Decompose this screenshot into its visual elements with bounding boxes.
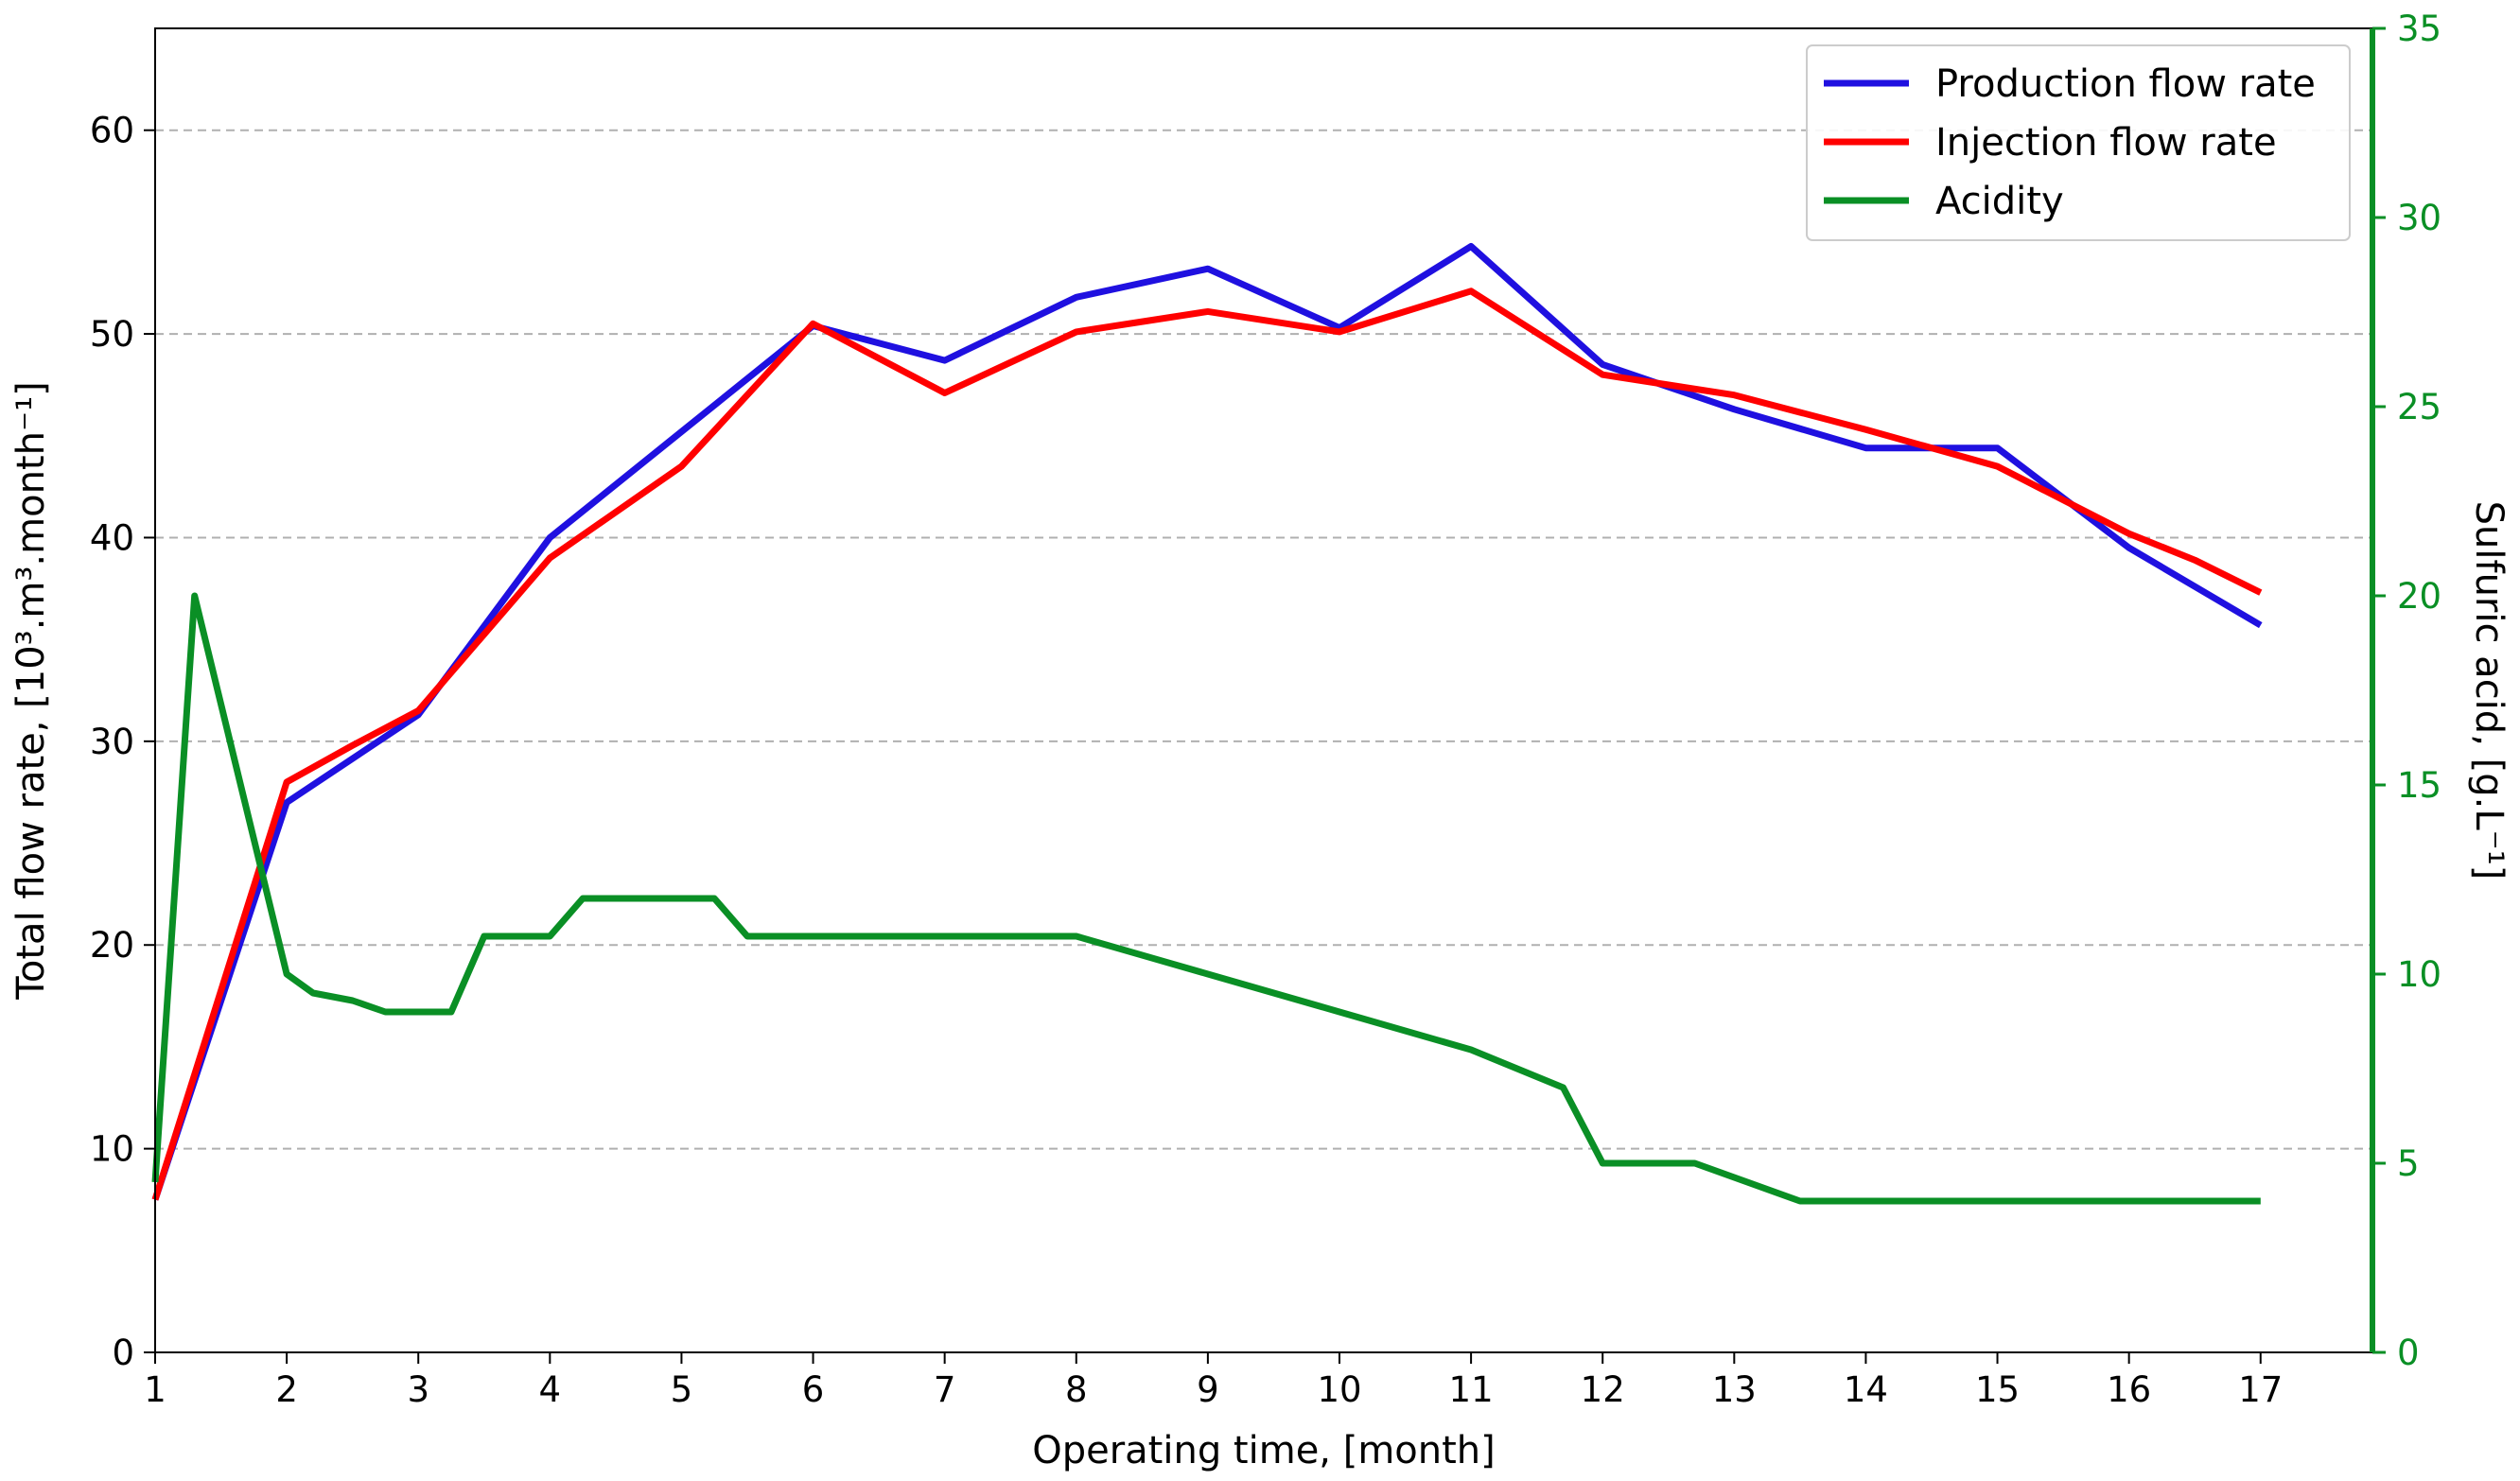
x-tick-label: 5 [671,1369,693,1410]
x-tick-label: 10 [1317,1369,1361,1410]
x-tick-label: 2 [275,1369,298,1410]
series-lines [151,243,2263,1205]
x-tick-label: 13 [1712,1369,1757,1410]
right-tick-label: 5 [2397,1143,2420,1184]
left-tick-label: 0 [112,1333,134,1373]
x-axis-ticks: 1 2 3 4 5 6 7 8 9 10 11 12 13 14 15 16 17 [144,1352,2283,1410]
series-line-production [151,243,2263,1201]
right-tick-label: 10 [2397,954,2441,995]
left-tick-label: 50 [90,314,134,355]
x-tick-label: 8 [1065,1369,1088,1410]
x-tick-label: 9 [1197,1369,1219,1410]
legend-label-production: Production flow rate [1935,62,2316,106]
right-axis-label: Sulfuric acid, [g.L⁻¹] [2467,501,2511,880]
right-tick-label: 15 [2397,765,2441,806]
series-line-acidity [151,592,2261,1205]
x-tick-label: 7 [934,1369,956,1410]
right-tick-label: 30 [2397,198,2441,238]
x-tick-label: 1 [144,1369,166,1410]
x-tick-label: 6 [802,1369,825,1410]
left-axis-label: Total flow rate, [10³.m³.month⁻¹] [9,381,53,1000]
x-tick-label: 17 [2238,1369,2283,1410]
grid-lines [155,129,2372,1150]
left-tick-label: 60 [90,111,134,151]
right-axis-ticks: 0 5 10 15 20 25 30 35 [2372,9,2441,1373]
x-tick-label: 11 [1449,1369,1494,1410]
legend-box [1806,44,2351,241]
x-tick-label: 14 [1844,1369,1888,1410]
right-tick-label: 25 [2397,387,2441,427]
right-tick-label: 35 [2397,9,2441,49]
legend: Production flow rate Injection flow rate A… [1806,44,2351,241]
series-line-injection [151,287,2263,1201]
right-tick-label: 0 [2397,1333,2420,1373]
x-axis-label: Operating time, [month] [1032,1429,1496,1472]
left-tick-label: 10 [90,1129,134,1170]
x-tick-label: 4 [539,1369,562,1410]
legend-label-injection: Injection flow rate [1935,121,2277,165]
left-tick-label: 30 [90,722,134,762]
legend-label-acidity: Acidity [1935,180,2064,223]
left-tick-label: 40 [90,517,134,558]
right-tick-label: 20 [2397,576,2441,617]
x-tick-label: 12 [1581,1369,1625,1410]
x-tick-label: 16 [2107,1369,2151,1410]
left-tick-label: 20 [90,925,134,966]
x-tick-label: 3 [407,1369,429,1410]
left-axis-ticks: 0 10 20 30 40 50 60 [90,111,155,1373]
x-tick-label: 15 [1975,1369,2020,1410]
